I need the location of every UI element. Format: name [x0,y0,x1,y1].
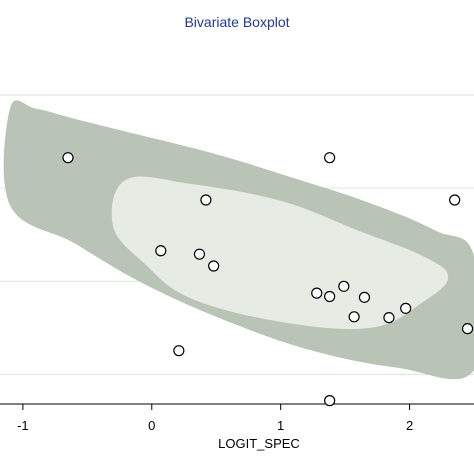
x-axis-label: LOGIT_SPEC [218,436,300,451]
x-tick-label: -1 [17,418,29,433]
x-tick-label: 2 [406,418,413,433]
data-point [155,245,167,257]
data-points [62,152,474,407]
data-point [348,311,360,323]
data-point [193,248,206,260]
x-tick-label: 0 [148,418,155,433]
chart-title: Bivariate Boxplot [184,14,289,30]
data-point [311,287,323,299]
data-point [449,194,461,206]
data-point [324,395,336,407]
data-point [358,291,371,303]
data-point [461,323,474,335]
data-point [200,194,212,206]
data-point [62,152,74,164]
data-point [324,290,336,303]
data-point [338,280,350,292]
region-layer [3,100,474,380]
data-point [208,260,220,272]
data-point [400,302,412,314]
data-point [324,152,336,164]
inner-region [111,176,449,330]
data-point [173,345,185,357]
x-tick-label: 1 [277,418,284,433]
data-point [383,312,395,324]
x-axis-ticks: -1 0 1 2 [17,404,413,433]
